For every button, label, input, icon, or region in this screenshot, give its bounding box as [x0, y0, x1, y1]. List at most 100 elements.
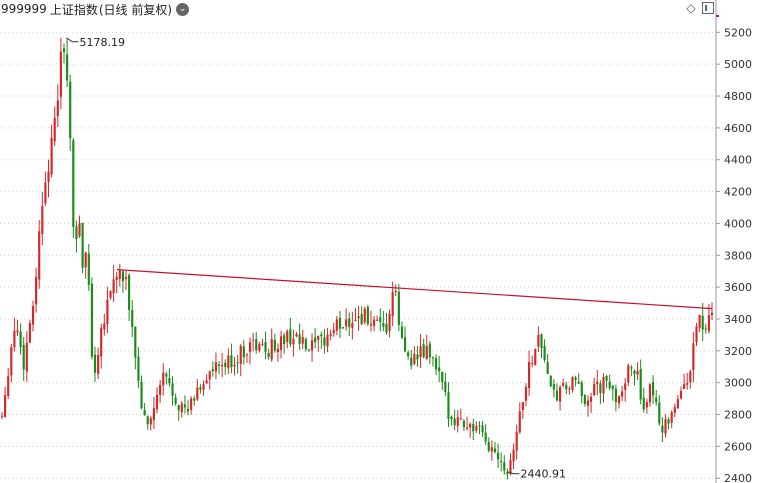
security-code: 999999 — [1, 2, 47, 16]
candle-body — [679, 391, 683, 399]
diamond-icon[interactable]: ◇ — [686, 1, 696, 15]
candle-body — [190, 398, 193, 410]
chart-header: 999999 上证指数 (日线 前复权) ⌄ — [0, 0, 716, 18]
candle-body — [208, 371, 211, 380]
candle-body — [193, 398, 196, 401]
candle-body — [385, 324, 388, 333]
candle-body — [574, 377, 577, 380]
chart-period-label: (日线 前复权) — [98, 2, 173, 17]
candle-body — [19, 331, 22, 348]
candle-body — [642, 397, 645, 410]
candle-body — [695, 326, 698, 343]
candle-body — [565, 384, 568, 390]
candle-body — [419, 346, 422, 358]
candle-body — [552, 384, 555, 390]
candle-body — [624, 383, 627, 390]
candle-body — [31, 306, 35, 325]
candle-body — [478, 425, 481, 427]
candle-body — [90, 283, 93, 357]
candle-body — [627, 365, 630, 383]
candle-body — [159, 384, 162, 395]
candle-body — [310, 340, 314, 351]
annotation-pointer — [507, 471, 520, 475]
candle-body — [0, 415, 4, 417]
candle-body — [236, 362, 239, 364]
candle-body — [78, 223, 81, 237]
candle-body — [152, 408, 156, 420]
candle-body — [348, 318, 351, 328]
candle-body — [503, 462, 506, 471]
candle-body — [481, 425, 484, 433]
candle-body — [25, 342, 28, 372]
candle-body — [140, 381, 143, 409]
candle-body — [131, 309, 134, 327]
candle-body — [558, 387, 562, 402]
candle-body — [276, 348, 280, 353]
candle-body — [4, 395, 7, 418]
candle-body — [69, 81, 72, 139]
candle-body — [121, 271, 124, 282]
candle-body — [456, 417, 459, 426]
candle-body — [341, 327, 345, 329]
candle-body — [428, 343, 431, 358]
high-annotation: 5178.19 — [79, 36, 125, 49]
candle-body — [562, 382, 565, 386]
candle-body — [413, 353, 416, 364]
candle-body — [441, 371, 444, 383]
candle-body — [617, 395, 621, 404]
candle-body — [183, 404, 187, 408]
candle-body — [577, 381, 580, 384]
candle-body — [400, 326, 404, 338]
y-tick-label: 4000 — [724, 217, 752, 230]
candle-body — [611, 385, 614, 390]
candle-body — [214, 362, 218, 372]
candle-body — [515, 431, 518, 451]
candle-body — [199, 387, 202, 390]
candle-body — [372, 319, 376, 327]
y-tick-label: 4200 — [724, 186, 752, 199]
candle-body — [608, 381, 611, 389]
candle-body — [683, 384, 686, 389]
candle-body — [109, 291, 112, 298]
candle-body — [245, 354, 249, 356]
candle-body — [590, 396, 593, 402]
candle-body — [186, 408, 190, 412]
candle-body — [453, 418, 456, 426]
candle-body — [273, 339, 276, 351]
candle-body — [369, 323, 373, 326]
candle-body — [323, 337, 326, 346]
candle-body — [50, 137, 53, 175]
candle-body — [422, 344, 425, 358]
candle-body — [103, 323, 106, 330]
candle-body — [704, 328, 707, 330]
y-tick-label: 2600 — [724, 440, 752, 453]
candle-body — [47, 171, 50, 182]
candle-body — [16, 330, 19, 333]
candle-body — [196, 387, 199, 400]
chevron-down-icon[interactable]: ⌄ — [176, 2, 190, 16]
candle-body — [593, 383, 596, 396]
candle-body — [379, 317, 382, 322]
candle-body — [462, 420, 466, 428]
y-tick-label: 4600 — [724, 122, 752, 135]
candle-body — [540, 334, 543, 349]
candle-body — [66, 54, 69, 81]
candle-body — [360, 314, 363, 325]
candle-body — [630, 367, 633, 369]
candle-body — [701, 315, 704, 330]
candle-body — [292, 338, 295, 345]
candle-body — [174, 397, 177, 404]
candle-body — [366, 306, 369, 324]
candle-body — [171, 383, 174, 396]
candle-body — [648, 384, 652, 403]
y-tick-label: 3200 — [724, 345, 752, 358]
candle-body — [301, 337, 304, 344]
candle-body — [72, 140, 75, 227]
candle-body — [38, 231, 41, 280]
panel-toggle-icon[interactable] — [702, 2, 714, 14]
candle-body — [56, 100, 59, 116]
candle-body — [583, 394, 586, 404]
candle-body — [388, 313, 391, 331]
candle-body — [112, 279, 115, 294]
